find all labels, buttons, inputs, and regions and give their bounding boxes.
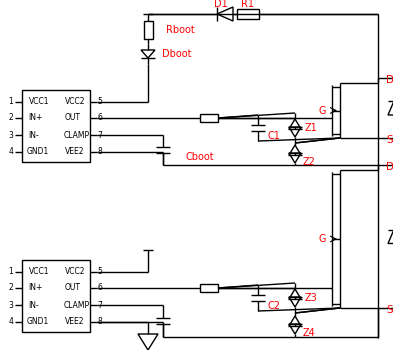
Bar [237, 9, 259, 19]
Text: VCC1: VCC1 [29, 267, 49, 276]
Text: Z2: Z2 [303, 157, 316, 167]
Text: 8: 8 [97, 147, 102, 156]
Text: 4: 4 [9, 147, 13, 156]
Text: S: S [386, 135, 393, 145]
Text: Z1: Z1 [305, 123, 318, 133]
Text: GND1: GND1 [27, 147, 49, 156]
Bar [200, 284, 218, 292]
Text: Dboot: Dboot [162, 49, 191, 59]
Text: Z4: Z4 [303, 328, 316, 338]
Text: 2: 2 [9, 113, 13, 122]
Text: S: S [386, 305, 393, 315]
Text: 8: 8 [97, 317, 102, 327]
Text: 1: 1 [9, 267, 13, 276]
Polygon shape [138, 334, 158, 350]
Bar [22, 90, 90, 162]
Text: 7: 7 [97, 131, 103, 140]
Text: Rboot: Rboot [166, 25, 195, 35]
Text: G: G [318, 105, 326, 116]
Text: R1: R1 [242, 0, 255, 9]
Text: 6: 6 [97, 284, 103, 293]
Text: C1: C1 [268, 131, 281, 141]
Text: VEE2: VEE2 [65, 317, 85, 327]
Text: 1: 1 [9, 98, 13, 106]
Text: VEE2: VEE2 [65, 147, 85, 156]
Text: OUT: OUT [65, 284, 81, 293]
Text: 3: 3 [9, 301, 13, 309]
Text: Cboot: Cboot [185, 152, 214, 162]
Text: VCC2: VCC2 [65, 267, 85, 276]
Text: G: G [318, 234, 326, 244]
Polygon shape [388, 101, 393, 115]
Text: VCC2: VCC2 [65, 98, 85, 106]
Text: 5: 5 [97, 98, 103, 106]
Bar [144, 21, 153, 39]
Text: 3: 3 [9, 131, 13, 140]
Polygon shape [217, 7, 233, 21]
Text: VCC1: VCC1 [29, 98, 49, 106]
Text: Z3: Z3 [305, 293, 318, 303]
Text: D1: D1 [214, 0, 228, 9]
Text: 4: 4 [9, 317, 13, 327]
Text: C2: C2 [268, 301, 281, 311]
Polygon shape [289, 289, 301, 299]
Polygon shape [289, 297, 301, 307]
Polygon shape [289, 119, 301, 129]
Text: IN+: IN+ [28, 284, 42, 293]
Text: IN+: IN+ [28, 113, 42, 122]
Text: 7: 7 [97, 301, 103, 309]
Polygon shape [289, 127, 301, 137]
Text: 2: 2 [9, 284, 13, 293]
Text: CLAMP: CLAMP [64, 131, 90, 140]
Text: IN-: IN- [29, 301, 39, 309]
Text: 6: 6 [97, 113, 103, 122]
Text: IN-: IN- [29, 131, 39, 140]
Text: OUT: OUT [65, 113, 81, 122]
Polygon shape [289, 316, 301, 326]
Bar [22, 260, 90, 332]
Polygon shape [289, 153, 301, 163]
Polygon shape [388, 230, 393, 244]
Polygon shape [141, 50, 155, 58]
Text: D: D [386, 162, 393, 172]
Text: GND1: GND1 [27, 317, 49, 327]
Text: 5: 5 [97, 267, 103, 276]
Bar [200, 114, 218, 122]
Text: D: D [386, 75, 393, 85]
Polygon shape [289, 324, 301, 334]
Text: CLAMP: CLAMP [64, 301, 90, 309]
Polygon shape [289, 145, 301, 155]
